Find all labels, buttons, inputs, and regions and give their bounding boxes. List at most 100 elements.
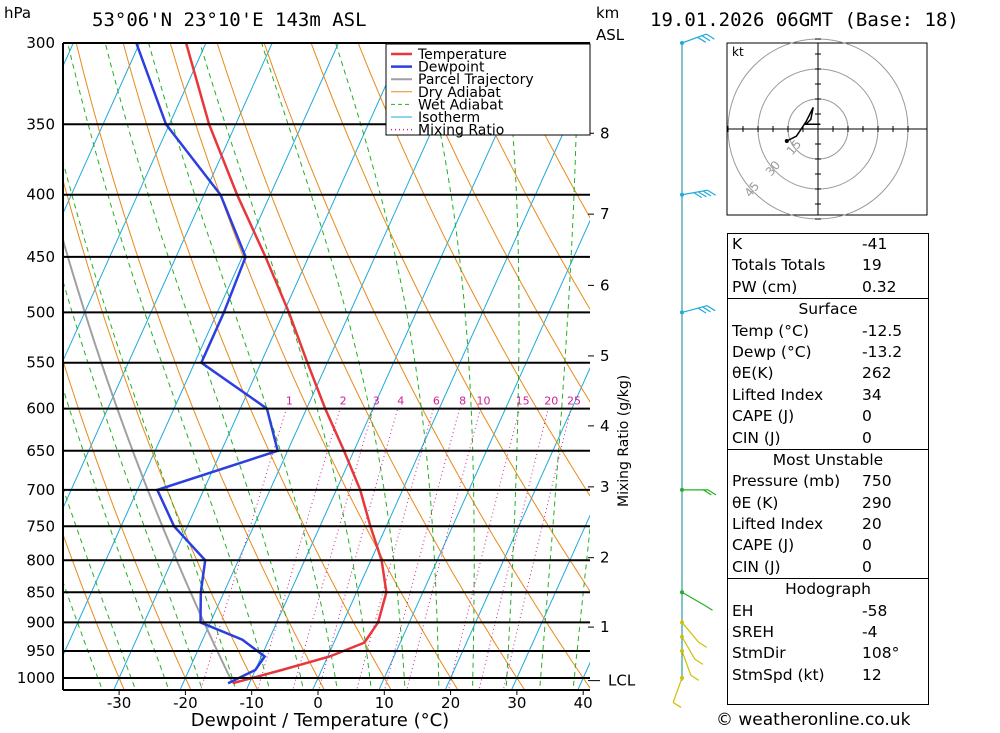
asl-unit-label: ASL [596,26,625,44]
wet-adiabat-line [199,43,372,690]
km-unit-label: km [596,4,619,22]
wind-barb-flag [706,33,715,40]
unstable-title: Most Unstable [728,448,928,471]
hodo-label: SREH [732,623,775,642]
wet-adiabat-line [503,43,520,690]
dry-adiabat-line [943,7,1000,704]
index-label: PW (cm) [732,277,798,296]
surface-title: Surface [728,298,928,320]
legend-box [385,43,591,136]
left-unit-label: hPa [4,4,31,22]
mixing-ratio-line [384,408,461,690]
surface-label: CIN (J) [732,428,781,447]
x-tick-label: 10 [375,694,394,712]
indices-surface: Temp (°C) -12.5 Dewp (°C) -13.2 θE(K) 262 Lift… [728,321,928,449]
hodograph-start-point [784,139,789,143]
isotherm-line [63,43,273,510]
pressure-tick-label: 1000 [17,669,55,687]
wind-barb-flag [697,307,707,314]
dry-adiabat-line [498,43,590,219]
mixing-ratio-tick-label: 8 [459,395,466,408]
wind-barb-flag [703,489,712,496]
index-row: Totals Totals 19 [728,255,928,276]
unstable-row: Lifted Index 20 [728,514,928,535]
mixing-ratio-line [447,408,521,690]
km-tick-label: 7 [600,205,610,223]
unstable-label: CIN (J) [732,557,781,576]
mixing-ratio-tick-label: 3 [373,395,380,408]
x-tick-label: -10 [239,694,264,712]
unstable-row: CIN (J) 0 [728,557,928,578]
pressure-tick-label: 750 [26,517,55,535]
wind-barb-staff [681,33,707,44]
unstable-label: Lifted Index [732,515,824,534]
wet-adiabat-line [63,486,137,690]
mixing-ratio-line [478,408,549,690]
pressure-tick-label: 800 [26,551,55,569]
dry-adiabat-line [63,532,125,690]
isotherm-line [63,43,340,657]
pressure-tick-label: 600 [26,400,55,418]
wet-adiabat-line [63,387,170,690]
x-tick-label: 20 [441,694,460,712]
index-label: Totals Totals [732,256,826,275]
wet-adiabat-line [63,279,203,690]
wet-adiabat-line [419,43,475,690]
dry-adiabat-line [989,7,1000,704]
pressure-tick-label: 550 [26,354,55,372]
wet-adiabat-line [261,43,406,690]
legend-entry: Wet Adiabat [418,97,504,113]
wet-adiabat-line [539,43,578,690]
km-tick-label: 4 [600,417,610,435]
surface-row: Temp (°C) -12.5 [728,321,928,342]
legend-entry: Isotherm [418,110,480,126]
mixing-ratio-line [292,408,374,690]
wind-barb-flag [707,489,717,496]
hodo-row: StmDir 108° [728,643,928,664]
mixing-ratio-tick-label: 6 [433,395,440,408]
km-tick-label: 1 [600,618,610,636]
lcl-label: LCL [608,672,636,690]
dry-adiabat-line [216,43,526,690]
mixing-ratio-line [356,408,434,690]
hodo-label: StmSpd (kt) [732,665,825,684]
wind-barb-flag [704,604,713,611]
mixing-ratio-line [257,408,341,690]
wind-barb-flag [698,641,708,648]
isotherm-line [113,43,406,690]
hodo-value: 108° [862,644,900,663]
wind-barb-flag [701,35,711,42]
wet-adiabat-line [67,43,271,690]
isotherm-line [63,43,141,215]
pressure-tick-label: 350 [26,115,55,133]
pressure-tick-label: 500 [26,303,55,321]
pressure-tick-label: 850 [26,583,55,601]
legend-entry: Mixing Ratio [418,123,504,139]
legend-entry: Temperature [417,47,507,63]
wind-barb-flag [702,190,712,197]
dry-adiabat-line [451,43,590,311]
x-tick-label: -20 [173,694,198,712]
wet-adiabat-line [63,580,103,690]
isotherm-line [444,367,590,690]
mixing-ratio-line [318,408,399,690]
unstable-row: Pressure (mb) 750 [728,471,928,492]
unstable-row: CAPE (J) 0 [728,535,928,556]
mixing-ratio-tick-label: 20 [544,395,558,408]
surface-row: Dewp (°C) -13.2 [728,342,928,363]
wind-barb-staff [681,622,700,643]
dry-adiabat-line [63,359,192,690]
x-tick-label: -30 [107,694,132,712]
wind-profile [672,33,717,708]
surface-label: Lifted Index [732,385,824,404]
km-tick-label: 8 [600,124,610,142]
surface-row: CAPE (J) 0 [728,406,928,427]
hodograph-units-label: kt [732,45,744,59]
mixing-ratio-tick-label: 2 [340,395,347,408]
km-tick-label: 5 [600,347,610,365]
hodo-value: -58 [862,601,888,620]
pressure-tick-label: 400 [26,186,55,204]
dry-adiabat-line [357,43,590,497]
